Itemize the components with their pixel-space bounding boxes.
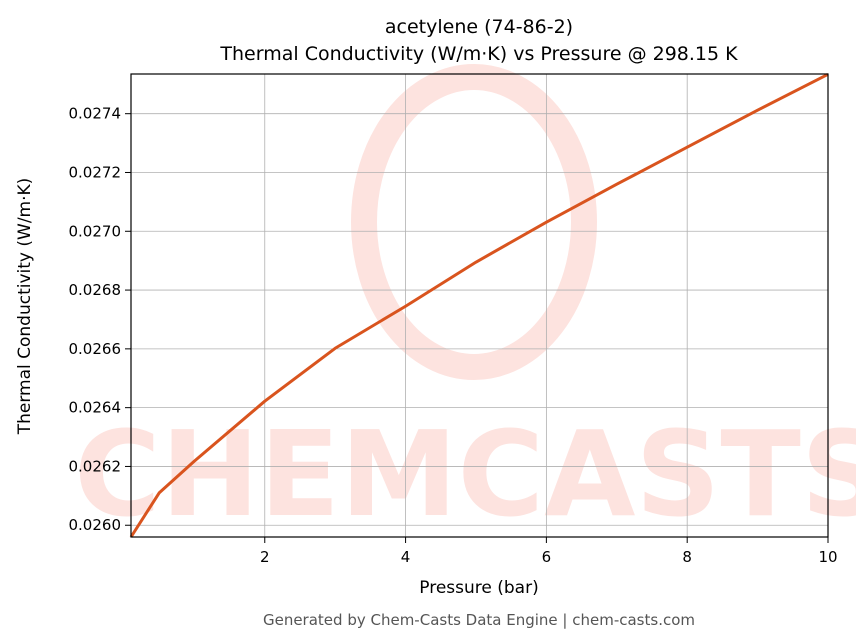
y-tick-label: 0.0274 [69,105,122,123]
x-tick-label: 8 [682,548,692,566]
footer: Generated by Chem-Casts Data Engine | ch… [263,611,695,629]
chart-subtitle: Thermal Conductivity (W/m·K) vs Pressure… [219,43,738,65]
y-tick-label: 0.0264 [69,399,122,417]
y-tick-label: 0.0262 [69,457,122,475]
watermark: CHEMCASTS [74,405,856,543]
y-tick-label: 0.0268 [69,281,122,299]
y-tick-label: 0.0260 [69,516,122,534]
x-axis-label: Pressure (bar) [419,578,538,598]
y-axis-label: Thermal Conductivity (W/m·K) [15,178,35,436]
data-line [129,72,829,538]
y-tick-label: 0.0266 [69,340,122,358]
plot-frame [130,73,829,538]
y-tick-label: 0.0272 [69,163,122,181]
chart-title: acetylene (74-86-2) [385,16,573,38]
y-tick-label: 0.0270 [69,222,122,240]
x-tick-label: 10 [818,548,837,566]
watermark-logo [351,64,597,380]
x-tick-label: 4 [401,548,411,566]
x-tick-label: 6 [542,548,552,566]
x-tick-label: 2 [260,548,270,566]
